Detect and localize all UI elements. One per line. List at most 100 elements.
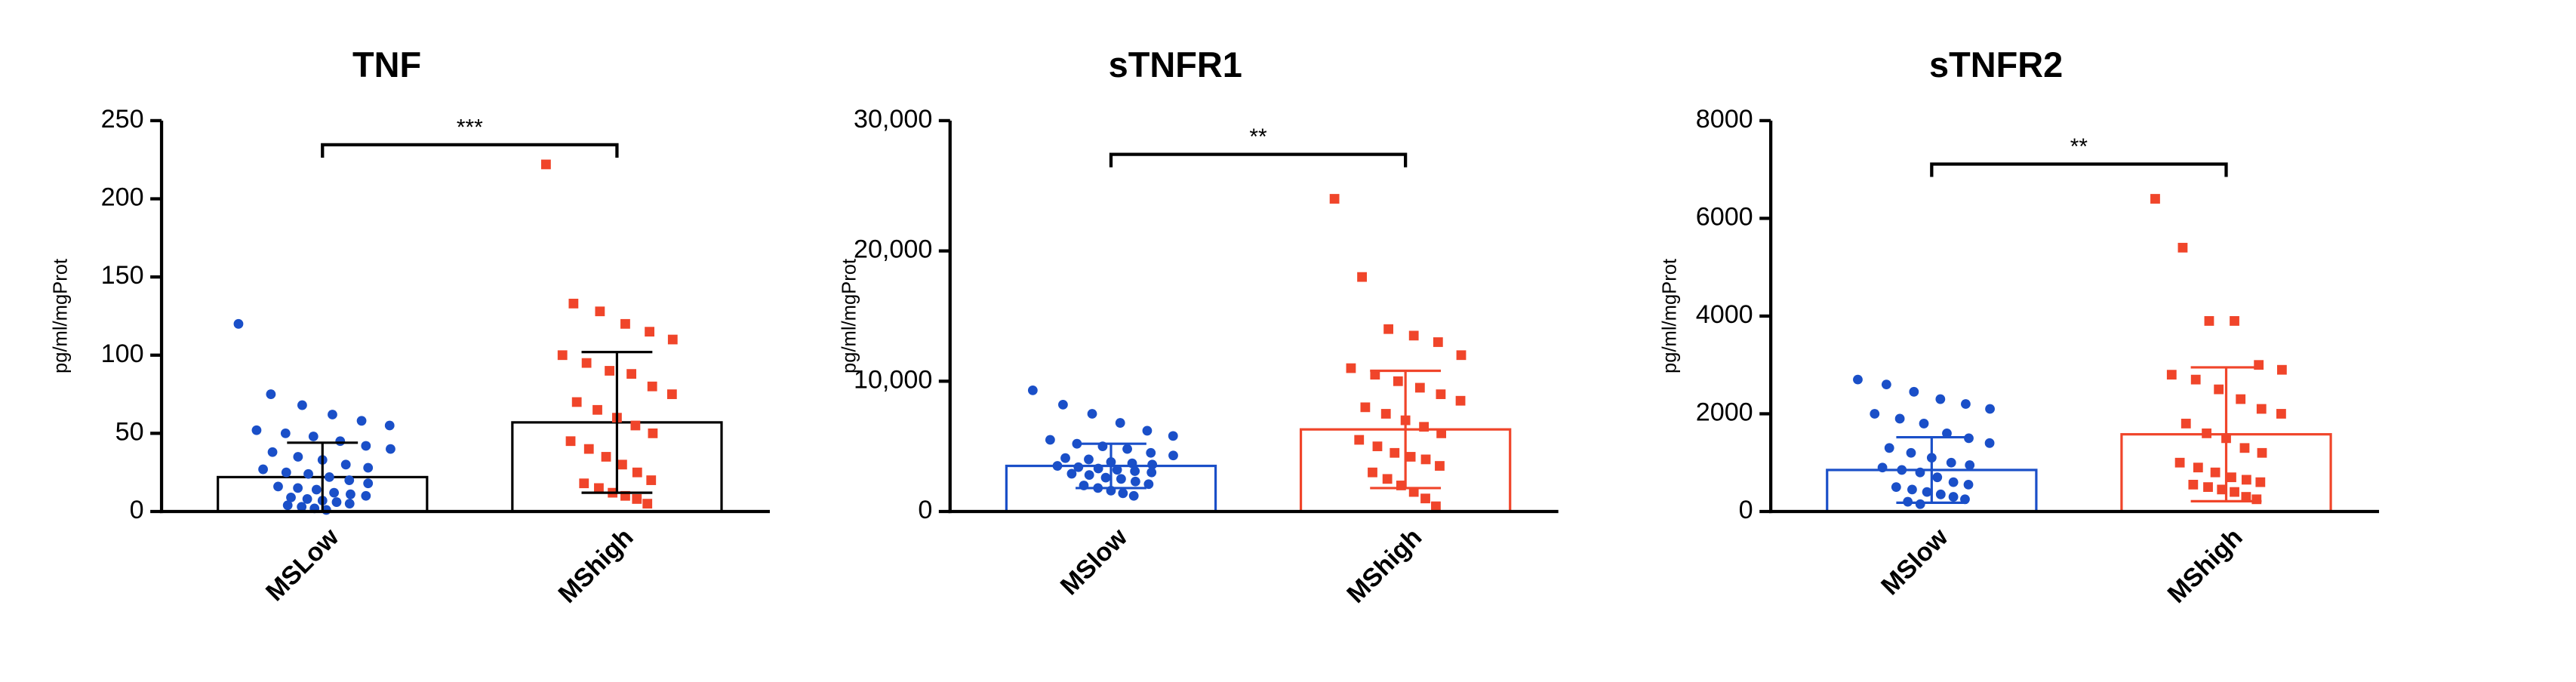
y-tick-label: 200 bbox=[101, 183, 144, 212]
x-tick-label: MShigh bbox=[553, 523, 639, 609]
data-point bbox=[557, 350, 568, 361]
data-point bbox=[579, 478, 589, 489]
data-point bbox=[667, 334, 678, 345]
data-point bbox=[346, 489, 355, 499]
panel: TNF pg/ml/mgProt 0 50 100 150 200 250 MSLow MShig… bbox=[51, 45, 770, 609]
chart-title: TNF bbox=[352, 45, 421, 84]
data-point bbox=[1393, 376, 1403, 386]
data-point bbox=[1368, 467, 1377, 478]
data-point bbox=[2241, 475, 2251, 485]
data-point bbox=[267, 447, 278, 457]
data-point bbox=[1354, 435, 1365, 445]
data-point bbox=[1922, 487, 1932, 497]
data-point bbox=[1894, 413, 1905, 424]
data-point bbox=[1891, 482, 1901, 493]
data-point bbox=[302, 494, 312, 504]
data-point bbox=[1881, 379, 1891, 390]
data-point bbox=[1093, 463, 1103, 474]
data-point bbox=[1087, 409, 1097, 419]
data-point bbox=[273, 481, 283, 492]
data-point bbox=[280, 428, 291, 438]
significance-label: *** bbox=[457, 115, 483, 140]
y-tick-label: 0 bbox=[130, 496, 144, 524]
data-point bbox=[1147, 459, 1158, 470]
data-point bbox=[2177, 242, 2188, 253]
data-point bbox=[632, 467, 642, 478]
data-point bbox=[2203, 482, 2213, 493]
data-point bbox=[1380, 409, 1391, 419]
data-point bbox=[331, 497, 342, 507]
data-point bbox=[1357, 272, 1367, 282]
data-point bbox=[251, 425, 262, 435]
x-tick-label: MSlow bbox=[1876, 523, 1954, 601]
data-point bbox=[1066, 468, 1077, 479]
data-point bbox=[297, 400, 307, 410]
data-point bbox=[647, 381, 657, 392]
data-point bbox=[648, 428, 658, 438]
data-point bbox=[1128, 490, 1139, 501]
data-point bbox=[1370, 370, 1380, 380]
data-point bbox=[1372, 441, 1383, 452]
data-point bbox=[1948, 477, 1959, 487]
data-point bbox=[2236, 394, 2246, 404]
data-point bbox=[2150, 194, 2160, 204]
data-point bbox=[1961, 399, 1971, 409]
data-point bbox=[1915, 467, 1925, 478]
data-point bbox=[1419, 422, 1430, 432]
y-tick-label: 250 bbox=[101, 105, 144, 134]
data-point bbox=[361, 441, 371, 451]
data-point bbox=[2230, 316, 2239, 326]
data-point bbox=[1435, 461, 1445, 471]
data-point bbox=[340, 459, 351, 470]
data-point bbox=[1456, 350, 1467, 361]
data-point bbox=[1965, 460, 1975, 470]
data-point bbox=[297, 502, 307, 512]
data-point bbox=[2202, 428, 2211, 438]
data-point bbox=[1142, 425, 1153, 436]
x-tick-label: MShigh bbox=[1341, 523, 1427, 609]
significance-bracket bbox=[1930, 162, 2228, 177]
data-point bbox=[1942, 428, 1952, 438]
data-point bbox=[1073, 462, 1084, 472]
data-point bbox=[1870, 409, 1880, 419]
data-point bbox=[1115, 418, 1125, 428]
data-point bbox=[632, 494, 642, 504]
significance-bracket bbox=[321, 143, 619, 158]
y-tick-label: 20,000 bbox=[854, 235, 932, 264]
y-axis-label: pg/ml/mgProt bbox=[1660, 259, 1681, 373]
data-point bbox=[1414, 382, 1425, 393]
data-point bbox=[1130, 466, 1140, 476]
data-point bbox=[1045, 435, 1055, 445]
data-point bbox=[583, 444, 594, 454]
data-point bbox=[2227, 472, 2236, 483]
data-point bbox=[1146, 447, 1156, 458]
data-point bbox=[1329, 194, 1340, 204]
data-point bbox=[565, 436, 576, 447]
data-point bbox=[1116, 474, 1126, 484]
data-point bbox=[2241, 492, 2251, 502]
data-point bbox=[344, 475, 355, 485]
panel: sTNFR2 pg/ml/mgProt 0 2000 4000 6000 8000 MSlow… bbox=[1660, 45, 2380, 609]
data-point bbox=[1877, 462, 1888, 473]
data-point bbox=[1127, 458, 1137, 468]
data-point bbox=[2190, 374, 2201, 385]
data-point bbox=[626, 369, 637, 379]
data-point bbox=[363, 462, 374, 473]
data-point bbox=[1984, 438, 1995, 448]
y-tick-label: 6000 bbox=[1696, 202, 1753, 231]
data-point bbox=[1420, 454, 1431, 465]
data-point bbox=[1436, 428, 1447, 438]
data-point bbox=[1382, 474, 1393, 484]
data-point bbox=[361, 490, 371, 501]
data-point bbox=[1946, 457, 1956, 468]
data-point bbox=[233, 318, 244, 329]
significance-label: ** bbox=[1249, 124, 1267, 149]
data-point bbox=[595, 306, 605, 317]
data-point bbox=[2204, 316, 2214, 326]
data-point bbox=[617, 459, 627, 470]
data-point bbox=[2230, 487, 2239, 497]
y-axis-label: pg/ml/mgProt bbox=[839, 259, 860, 373]
data-point bbox=[2193, 462, 2203, 473]
data-point bbox=[1100, 472, 1111, 483]
